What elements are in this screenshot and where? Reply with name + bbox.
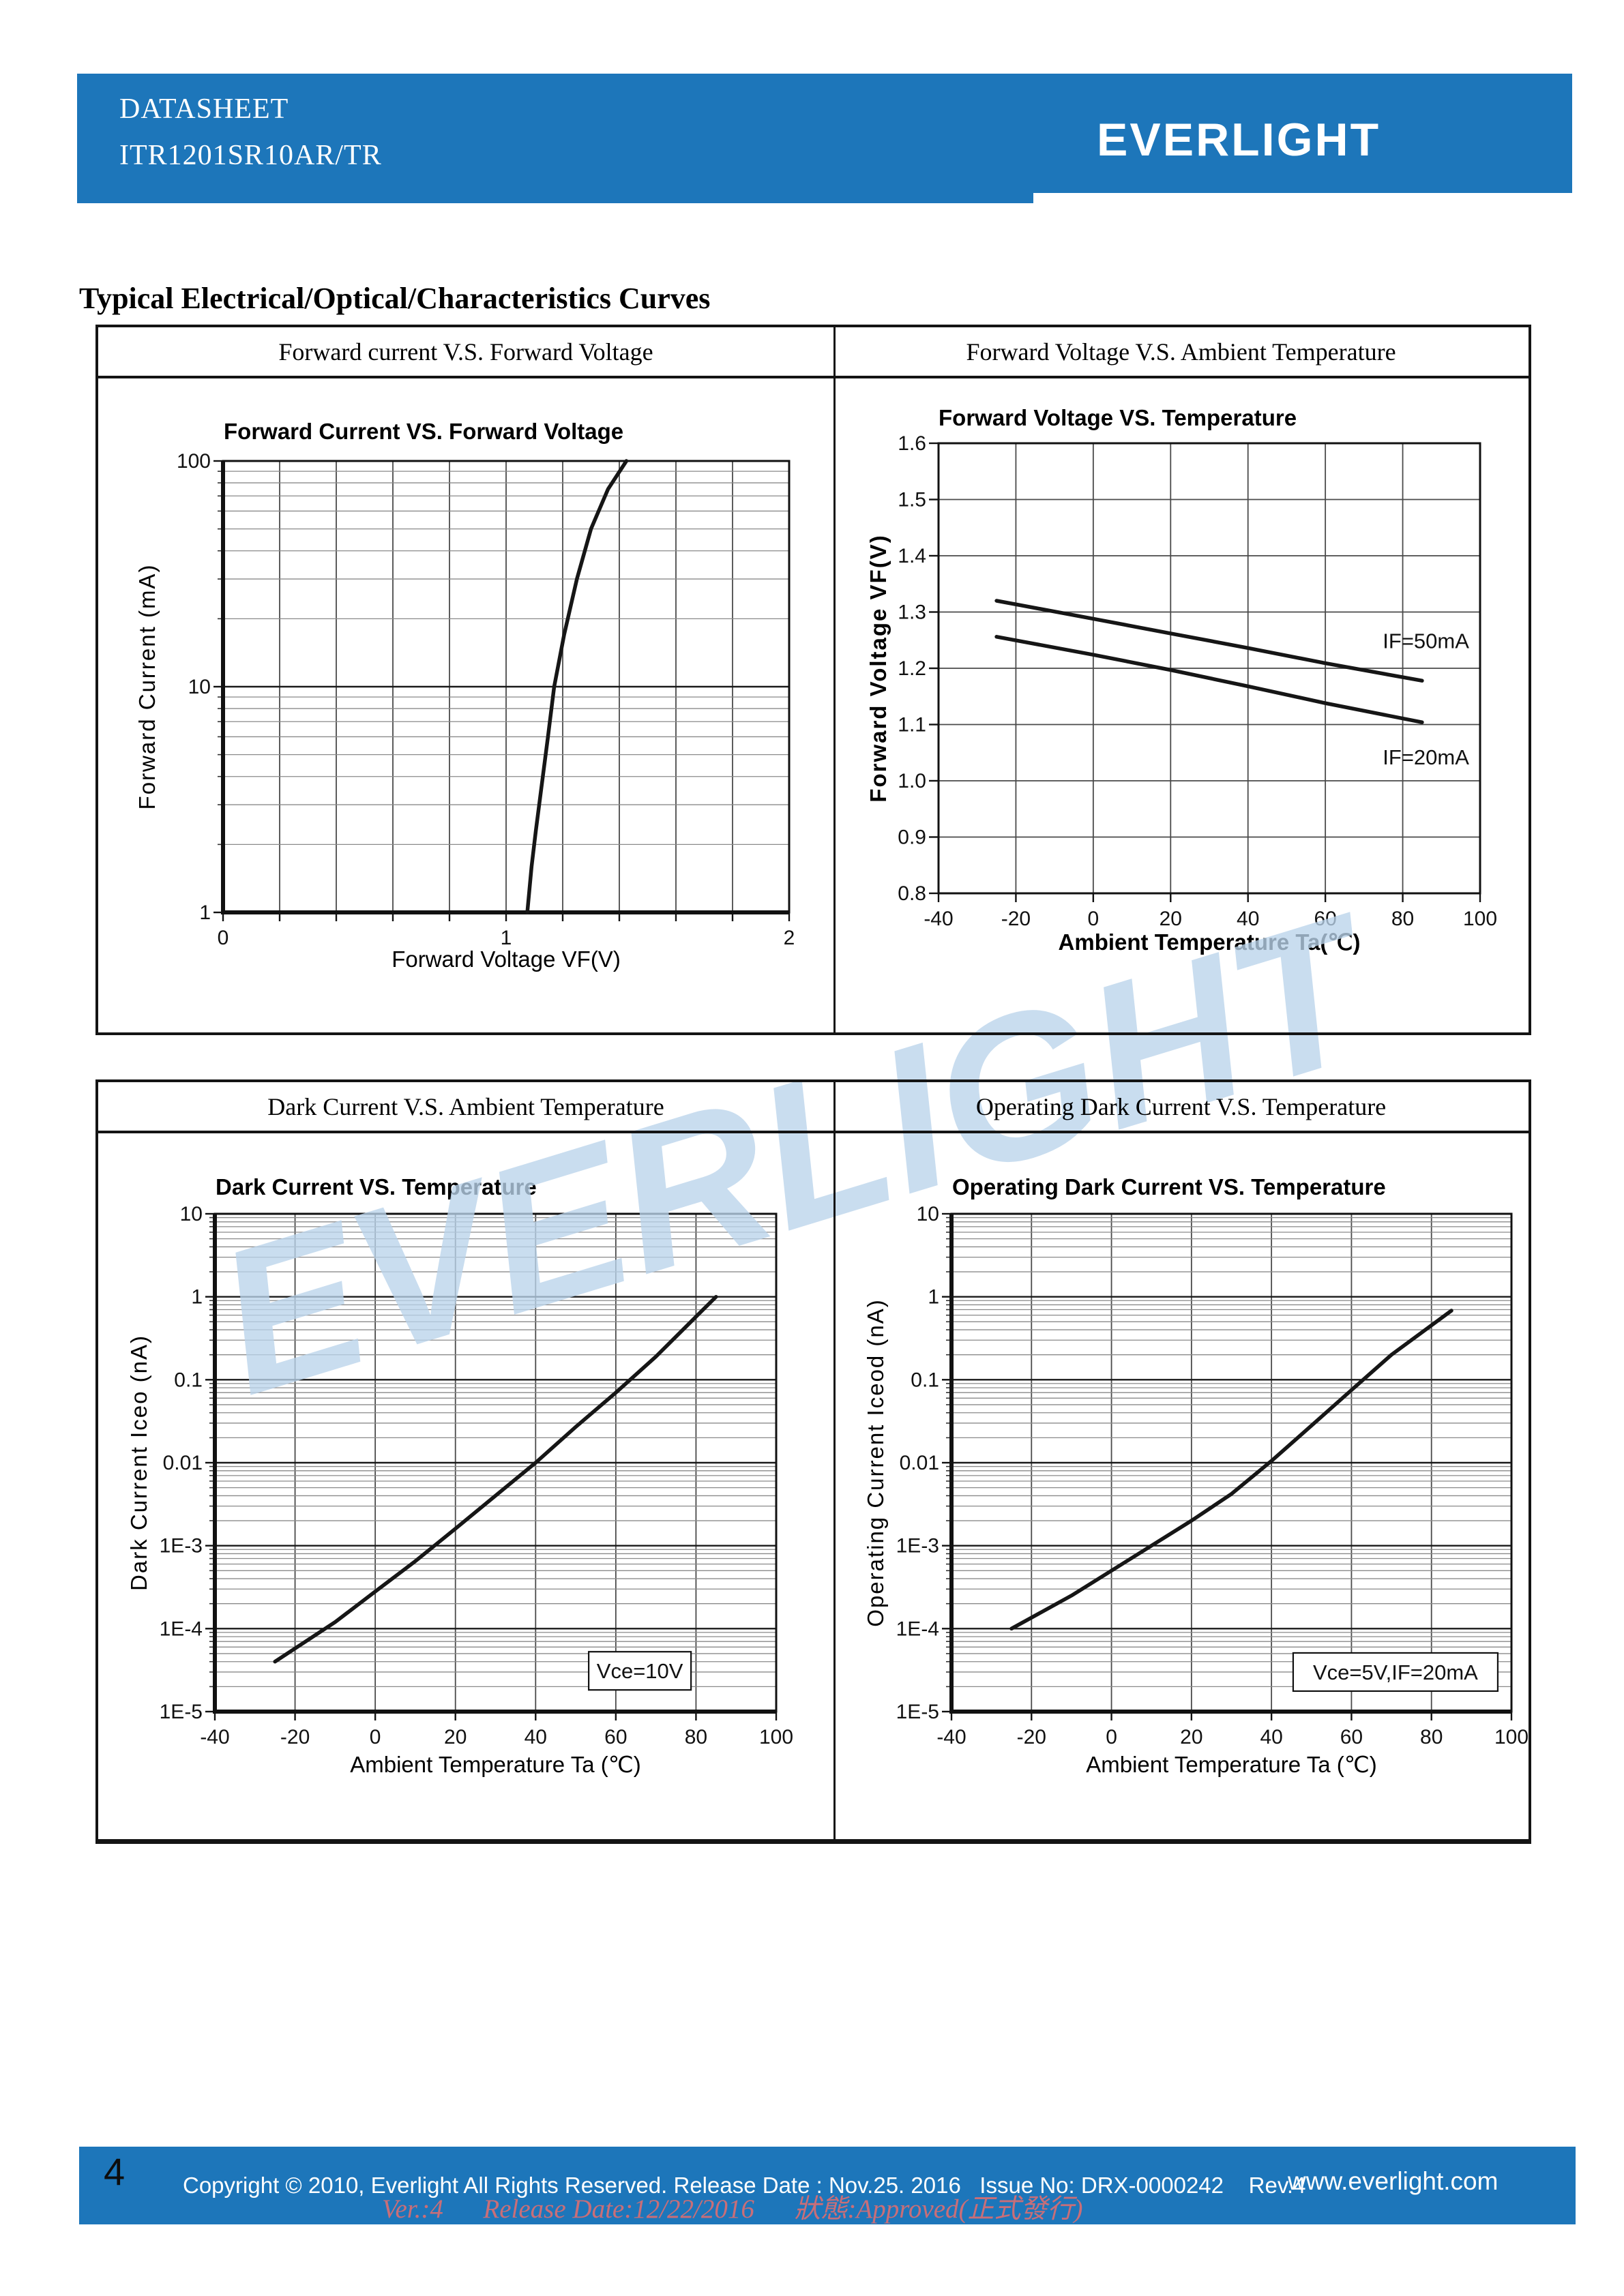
chart-dct-title: Dark Current VS. Temperature — [216, 1174, 537, 1199]
svg-text:1: 1 — [928, 1286, 939, 1309]
svg-text:40: 40 — [525, 1726, 547, 1748]
chart-odct-ylabel: Operating Current Iceod (nA) — [863, 1298, 888, 1627]
svg-text:-40: -40 — [924, 908, 953, 930]
header-forward-voltage-vs-temp: Forward Voltage V.S. Ambient Temperature — [966, 338, 1396, 366]
chart-fvt-xlabel: Ambient Temperature Ta(℃) — [1058, 929, 1361, 955]
svg-text:80: 80 — [1391, 908, 1414, 930]
svg-text:40: 40 — [1237, 908, 1259, 930]
chart-fvt-grid: -40 -20 0 20 40 60 80 100 1.6 1.5 1.4 1.3 1.2 1.1 1.0 0… — [898, 432, 1497, 930]
svg-text:0.9: 0.9 — [898, 826, 926, 849]
chart-odct-title: Operating Dark Current VS. Temperature — [952, 1174, 1386, 1199]
svg-text:1E-5: 1E-5 — [896, 1701, 939, 1723]
header-dark-current-vs-temp: Dark Current V.S. Ambient Temperature — [267, 1092, 664, 1120]
header-banner: DATASHEET ITR1201SR10AR/TR EVERLIGHT — [77, 74, 1572, 203]
svg-text:10: 10 — [180, 1203, 203, 1225]
svg-text:1E-4: 1E-4 — [160, 1617, 203, 1640]
chart-dct-grid: -40 -20 0 20 40 60 80 100 10 1 0.1 0.01 1E-3 1E-4 1E-5 — [160, 1203, 793, 1748]
svg-text:20: 20 — [1180, 1726, 1202, 1748]
svg-text:100: 100 — [759, 1726, 793, 1748]
chart-fcfv-xlabel: Forward Voltage VF(V) — [392, 946, 621, 972]
page-title: Typical Electrical/Optical/Characteristi… — [79, 282, 711, 315]
svg-text:0: 0 — [1088, 908, 1099, 930]
chart-dct: -40 -20 0 20 40 60 80 100 10 1 0.1 0.01 1E-3 1E-4 1E-5… — [109, 1152, 832, 1800]
svg-text:60: 60 — [1314, 908, 1336, 930]
svg-text:0.1: 0.1 — [174, 1369, 203, 1391]
svg-text:100: 100 — [177, 450, 211, 473]
chart-odct-grid: -40 -20 0 20 40 60 80 100 10 1 0.1 0.01 1E-3 1E-4 1E-5 — [896, 1203, 1529, 1748]
svg-text:1E-3: 1E-3 — [896, 1535, 939, 1557]
header-forward-current-vs-voltage: Forward current V.S. Forward Voltage — [278, 338, 653, 366]
everlight-logo: EVERLIGHT — [1097, 114, 1381, 166]
chart-fcfv-ylabel: Forward Current (mA) — [134, 563, 160, 810]
table-bottom-header-row: Dark Current V.S. Ambient Temperature Op… — [98, 1082, 1529, 1133]
svg-text:-20: -20 — [1017, 1726, 1046, 1748]
svg-text:1E-3: 1E-3 — [160, 1535, 203, 1557]
header-operating-dark-current-vs-temp: Operating Dark Current V.S. Temperature — [975, 1092, 1387, 1120]
svg-text:-40: -40 — [200, 1726, 229, 1748]
svg-text:10: 10 — [917, 1203, 939, 1225]
chart-fcfv-title: Forward Current VS. Forward Voltage — [224, 419, 624, 444]
svg-text:1: 1 — [501, 927, 512, 949]
svg-text:0: 0 — [1106, 1726, 1117, 1748]
svg-text:0: 0 — [370, 1726, 381, 1748]
svg-text:0.01: 0.01 — [163, 1452, 203, 1474]
svg-text:0: 0 — [218, 927, 229, 949]
table-top-divider — [833, 327, 836, 1032]
footer-overlay: Ver.:4 Release Date:12/22/2016 狀態:Approv… — [382, 2194, 1083, 2224]
svg-text:60: 60 — [1340, 1726, 1363, 1748]
chart-fcfv: 0 1 2 100 10 1 Forward Current VS. Forward Vol… — [109, 406, 832, 1007]
svg-text:1: 1 — [191, 1286, 203, 1309]
chart-fvt-title: Forward Voltage VS. Temperature — [939, 405, 1297, 430]
chart-dct-xlabel: Ambient Temperature Ta (℃) — [350, 1752, 641, 1777]
svg-text:1E-5: 1E-5 — [160, 1701, 203, 1723]
svg-text:1.4: 1.4 — [898, 545, 926, 567]
svg-text:0.01: 0.01 — [900, 1452, 939, 1474]
svg-text:100: 100 — [1494, 1726, 1529, 1748]
chart-odct-xlabel: Ambient Temperature Ta (℃) — [1086, 1752, 1377, 1777]
svg-text:80: 80 — [1420, 1726, 1443, 1748]
chart-odct: -40 -20 0 20 40 60 80 100 10 1 0.1 0.01 1E-3 1E-4 1E-5… — [846, 1152, 1569, 1800]
part-number: ITR1201SR10AR/TR — [119, 140, 382, 171]
banner-notch — [1033, 193, 1572, 203]
svg-text:2: 2 — [784, 927, 795, 949]
svg-text:-20: -20 — [280, 1726, 310, 1748]
svg-text:100: 100 — [1463, 908, 1497, 930]
svg-text:0.8: 0.8 — [898, 882, 926, 905]
svg-text:1.0: 1.0 — [898, 770, 926, 792]
table-bottom-divider — [833, 1082, 836, 1839]
svg-text:1.2: 1.2 — [898, 657, 926, 680]
svg-text:-40: -40 — [936, 1726, 966, 1748]
footer-banner — [79, 2147, 1576, 2224]
chart-fvt-ylabel: Forward Voltage VF(V) — [866, 534, 891, 803]
svg-text:20: 20 — [444, 1726, 467, 1748]
table-top-header-row: Forward current V.S. Forward Voltage For… — [98, 327, 1529, 378]
datasheet-label: DATASHEET — [119, 93, 289, 125]
website-link[interactable]: www.everlight.com — [1288, 2167, 1498, 2195]
svg-text:80: 80 — [685, 1726, 707, 1748]
svg-text:-20: -20 — [1001, 908, 1031, 930]
svg-text:20: 20 — [1160, 908, 1182, 930]
chart-dct-ylabel: Dark Current Iceo (nA) — [126, 1335, 151, 1591]
svg-text:1: 1 — [199, 901, 211, 924]
page-number: 4 — [104, 2150, 126, 2193]
chart-fvt: -40 -20 0 20 40 60 80 100 1.6 1.5 1.4 1.3 1.2 1.1 1.0 0… — [846, 394, 1541, 1012]
svg-text:1.1: 1.1 — [898, 714, 926, 736]
copyright-text: Copyright © 2010, Everlight All Rights R… — [183, 2173, 1306, 2198]
svg-text:10: 10 — [188, 676, 211, 698]
svg-text:1.3: 1.3 — [898, 601, 926, 624]
svg-text:0.1: 0.1 — [911, 1369, 939, 1391]
svg-text:1E-4: 1E-4 — [896, 1617, 939, 1640]
svg-text:60: 60 — [604, 1726, 627, 1748]
svg-text:40: 40 — [1260, 1726, 1282, 1748]
svg-text:1.6: 1.6 — [898, 432, 926, 455]
svg-text:1.5: 1.5 — [898, 489, 926, 511]
